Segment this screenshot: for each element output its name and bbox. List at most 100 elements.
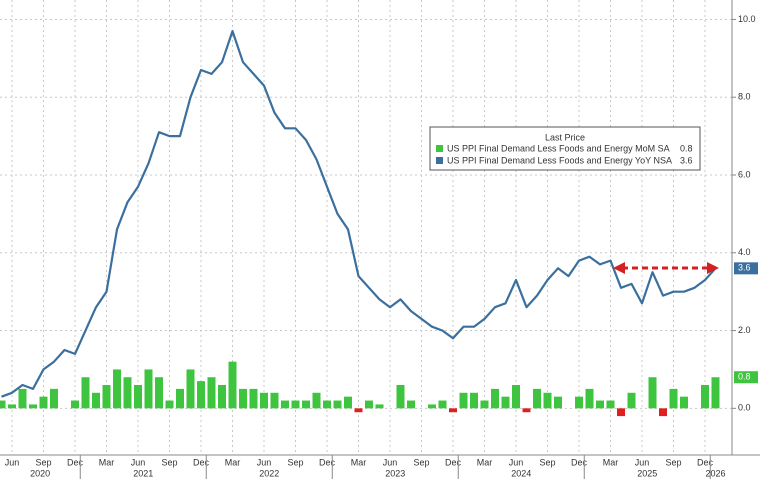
bar (302, 400, 310, 409)
x-tick-label: Jun (635, 457, 650, 467)
x-tick-label: Dec (193, 457, 210, 467)
bar (669, 388, 678, 409)
x-tick-label: Mar (225, 457, 241, 467)
x-tick-label: Sep (413, 457, 429, 467)
bar (29, 404, 37, 409)
bar (470, 392, 478, 409)
x-tick-label: Dec (319, 457, 336, 467)
bar (144, 369, 153, 409)
y-tick-label: 6.0 (738, 169, 751, 179)
last-value-tag (734, 262, 758, 275)
year-label: 2023 (385, 468, 405, 478)
year-label: 2022 (259, 468, 279, 478)
bar (617, 408, 625, 417)
x-tick-label: Dec (67, 457, 84, 467)
last-value-tag (734, 371, 758, 384)
x-tick-label: Sep (287, 457, 303, 467)
bar (512, 385, 520, 409)
y-tick-label: 2.0 (738, 325, 751, 335)
year-label: 2021 (133, 468, 153, 478)
bar (365, 400, 373, 409)
x-tick-label: Jun (131, 457, 146, 467)
bar (596, 400, 604, 409)
y-tick-label: 10.0 (738, 14, 756, 24)
x-tick-label: Mar (99, 457, 115, 467)
bar (627, 392, 636, 409)
bar (134, 385, 142, 409)
bar (176, 388, 184, 409)
bar (543, 392, 552, 409)
bar (113, 369, 121, 409)
grid (0, 0, 736, 455)
bar (8, 404, 16, 409)
y-tick-label: 0.0 (738, 403, 751, 413)
bar (375, 404, 384, 409)
legend: Last Price US PPI Final Demand Less Food… (429, 126, 701, 171)
bar (344, 396, 352, 409)
bar (501, 396, 510, 409)
legend-swatch (436, 145, 443, 152)
bar (197, 381, 205, 409)
bar (606, 400, 615, 409)
bar (491, 388, 499, 409)
x-tick-label: Sep (665, 457, 681, 467)
year-label: 2025 (637, 468, 657, 478)
bar (18, 388, 27, 409)
y-tick-label: 4.0 (738, 247, 751, 257)
bar (396, 385, 405, 409)
y-tick-label: 8.0 (738, 92, 751, 102)
bar (92, 392, 100, 409)
bar (81, 377, 90, 409)
bar (428, 404, 436, 409)
x-tick-label: Jun (5, 457, 20, 467)
bar (260, 392, 268, 409)
bar (270, 392, 279, 409)
bar (701, 385, 709, 409)
bar (281, 400, 289, 409)
bar (522, 408, 531, 413)
bar (648, 377, 657, 409)
x-tick-label: Sep (539, 457, 555, 467)
arrow-head (707, 262, 719, 274)
bar (186, 369, 195, 409)
bar (0, 400, 6, 409)
bar (480, 400, 489, 409)
legend-label: US PPI Final Demand Less Foods and Energ… (447, 155, 672, 165)
bar (71, 400, 79, 409)
bar (449, 408, 457, 413)
bar (102, 385, 111, 409)
x-tick-label: Jun (509, 457, 524, 467)
arrow-head (613, 262, 625, 274)
bar (165, 400, 174, 409)
line (1, 30, 717, 398)
bar (459, 392, 468, 409)
bar (50, 388, 58, 409)
bar (333, 400, 342, 409)
bar (354, 408, 363, 413)
x-tick-label: Jun (257, 457, 272, 467)
bar (123, 377, 132, 409)
bar (312, 392, 321, 409)
bar (554, 396, 562, 409)
last-value-label: 3.6 (738, 263, 751, 273)
year-label: 2024 (511, 468, 531, 478)
x-tick-label: Jun (383, 457, 398, 467)
legend-value: 0.8 (680, 143, 693, 153)
bar (39, 396, 48, 409)
bar (291, 400, 300, 409)
bar (207, 377, 216, 409)
year-label: 2020 (30, 468, 50, 478)
bars (0, 361, 720, 417)
bar (680, 396, 688, 409)
annotation-arrow (613, 262, 719, 274)
legend-swatch (436, 157, 443, 164)
bar (659, 408, 667, 417)
bar (585, 388, 594, 409)
x-tick-label: Sep (161, 457, 177, 467)
lines (1, 30, 717, 398)
legend-value: 3.6 (680, 155, 693, 165)
bar (155, 377, 163, 409)
bar (533, 388, 541, 409)
bar (323, 400, 331, 409)
x-tick-label: Dec (697, 457, 714, 467)
